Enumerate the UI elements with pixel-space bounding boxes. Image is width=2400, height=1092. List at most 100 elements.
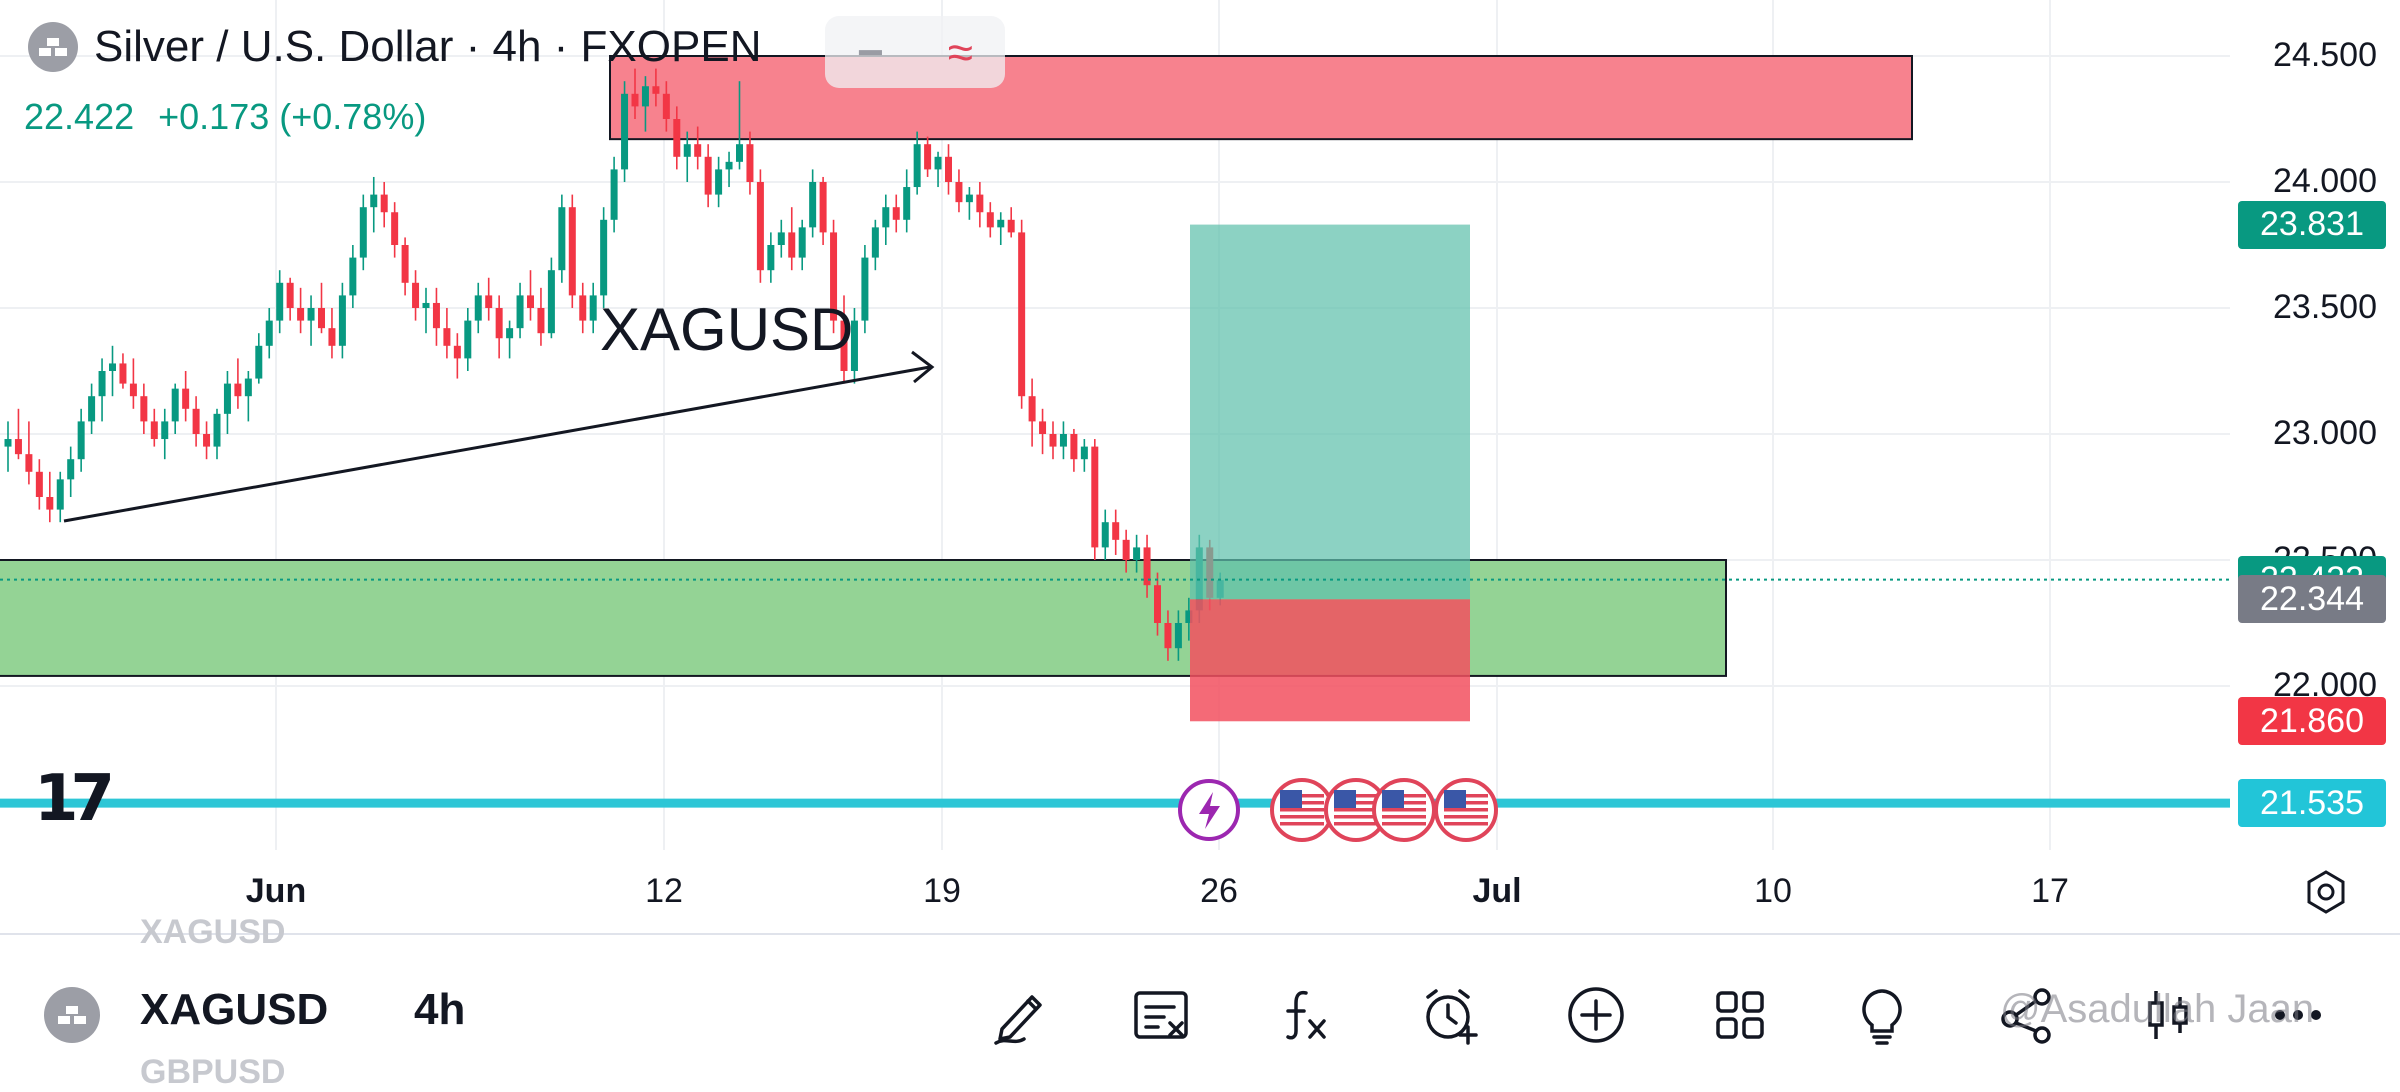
candle: [265, 308, 273, 359]
candle-body: [631, 93, 639, 107]
candle-body: [934, 156, 942, 170]
time-axis-label: Jun: [245, 872, 307, 910]
candle-body: [610, 169, 618, 220]
symbol-selector[interactable]: XAGUSD: [140, 985, 329, 1034]
candle-body: [1070, 434, 1078, 460]
price-axis-label: 23.500: [2273, 288, 2377, 326]
candle-body: [56, 479, 64, 510]
candle: [756, 169, 764, 283]
chart-text-annotation[interactable]: XAGUSD: [600, 296, 854, 363]
candle-body: [412, 282, 420, 308]
candle-body: [464, 320, 472, 359]
candle-body: [67, 459, 75, 480]
candle: [610, 156, 618, 233]
indicator-button[interactable]: ≈: [947, 26, 974, 78]
candle: [338, 282, 346, 359]
chart-area[interactable]: Silver / U.S. Dollar · 4h · FXOPEN − ≈ 2…: [0, 0, 2400, 930]
candle-body: [234, 383, 242, 397]
events-row[interactable]: [1178, 778, 1498, 842]
interval-selector[interactable]: 4h: [414, 985, 466, 1034]
candle-body: [673, 119, 681, 157]
candle: [777, 219, 785, 258]
trend-arrow-line[interactable]: [63, 365, 931, 523]
share-icon[interactable]: [1988, 975, 2068, 1055]
supply-zone-rectangle[interactable]: [609, 55, 1913, 141]
tradingview-logo[interactable]: 17: [34, 762, 115, 836]
long-position-tool[interactable]: [1190, 224, 1470, 722]
candle-body: [819, 182, 827, 233]
collapse-button[interactable]: −: [856, 26, 884, 78]
candle: [683, 131, 691, 182]
candle-body: [777, 232, 785, 245]
candle-body: [736, 144, 743, 162]
lightning-event-icon[interactable]: [1178, 779, 1240, 841]
candle: [129, 358, 137, 409]
candle-body: [767, 245, 775, 271]
candle-body: [652, 86, 660, 94]
pencil-draw-icon[interactable]: [980, 975, 1060, 1055]
symbol-list-next[interactable]: GBPUSD: [140, 1053, 286, 1091]
candle-body: [150, 421, 158, 440]
candle: [694, 126, 702, 170]
price-chart[interactable]: [0, 0, 2400, 930]
candle-body: [182, 388, 190, 409]
candle-body: [192, 408, 200, 434]
candle-body: [788, 232, 796, 258]
symbol-list-prev[interactable]: XAGUSD: [140, 913, 286, 951]
time-axis-label: 10: [1754, 872, 1792, 910]
candle-body: [683, 144, 691, 157]
candle-body: [276, 282, 284, 321]
candle-body: [976, 194, 984, 213]
candle-body: [1143, 547, 1151, 586]
ideas-lightbulb-icon[interactable]: [1842, 975, 1922, 1055]
more-icon[interactable]: [2258, 975, 2338, 1055]
last-price: 22.422: [24, 96, 135, 137]
candle: [871, 219, 879, 271]
us-flag-icon[interactable]: [1270, 778, 1334, 842]
candle-body: [265, 320, 273, 346]
candle: [1091, 439, 1099, 560]
candle-body: [986, 212, 994, 228]
candle: [1070, 428, 1078, 472]
candle-body: [1154, 585, 1161, 623]
us-flag-icon[interactable]: [1324, 778, 1388, 842]
candle: [819, 176, 827, 245]
drawing-layer[interactable]: [0, 55, 1913, 677]
candle-body: [244, 378, 252, 397]
candle-body: [1039, 421, 1047, 434]
candle: [1164, 610, 1172, 661]
candle-body: [756, 182, 764, 271]
chart-type-candles-icon[interactable]: [2128, 975, 2208, 1055]
candle: [673, 106, 681, 170]
add-alert-icon[interactable]: [1410, 975, 1490, 1055]
candle-body: [1007, 219, 1015, 233]
candle-body: [119, 363, 127, 384]
hexagon-settings-icon[interactable]: [2302, 868, 2350, 921]
order-panel-icon[interactable]: [1122, 975, 1202, 1055]
candle-body: [140, 396, 148, 422]
candle: [736, 81, 743, 170]
candle: [798, 219, 806, 271]
function-icon[interactable]: [1266, 975, 1346, 1055]
candle: [380, 182, 388, 228]
add-circle-icon[interactable]: [1556, 975, 1636, 1055]
position-stop-box[interactable]: [1190, 599, 1470, 722]
layouts-grid-icon[interactable]: [1700, 975, 1780, 1055]
us-flag-icon[interactable]: [1434, 778, 1498, 842]
position-target-box[interactable]: [1190, 224, 1470, 600]
us-flag-icon[interactable]: [1372, 778, 1436, 842]
candle-body: [1133, 547, 1141, 560]
candle-body: [568, 207, 576, 296]
candle-body: [1174, 623, 1182, 649]
us-economic-events[interactable]: [1270, 778, 1498, 842]
candle-body: [798, 227, 806, 258]
candle-body: [1091, 446, 1099, 548]
candle: [1143, 534, 1151, 598]
candle-body: [641, 86, 649, 107]
candle-body: [1018, 232, 1026, 397]
candle-body: [694, 144, 702, 157]
bottom-toolbar: XAGUSD GBPUSD XAGUSD 4h @Asadullah Jaan: [0, 913, 2400, 1091]
candle: [945, 144, 952, 195]
candle: [1101, 509, 1109, 560]
candle: [25, 421, 33, 485]
